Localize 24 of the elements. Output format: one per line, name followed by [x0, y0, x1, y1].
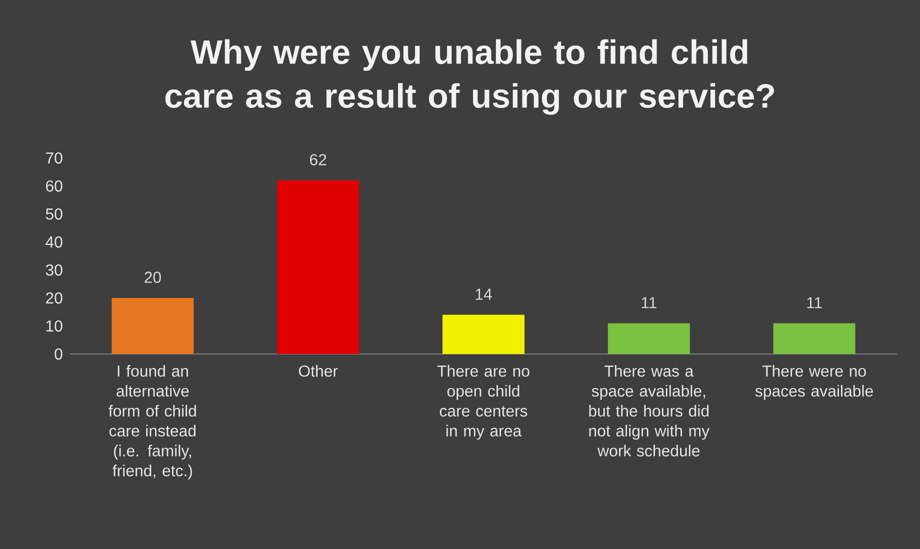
chart-title: Why were you unable to find child care as a result of using our service?: [165, 39, 774, 115]
y-tick-label: 30: [46, 264, 62, 276]
y-tick-label: 60: [46, 180, 62, 192]
y-tick-label: 10: [46, 320, 62, 332]
data-label: 11: [642, 297, 656, 308]
data-label: 20: [144, 272, 161, 283]
y-tick-label: 50: [46, 208, 62, 220]
y-tick-label: 70: [46, 152, 62, 164]
bar: [442, 314, 524, 354]
bar: [277, 180, 360, 354]
x-tick-label: I found an alternative form of child care instead (i.e. family, friend, etc.): [108, 365, 196, 480]
bar: [773, 323, 856, 354]
y-tick-label: 40: [46, 236, 62, 248]
data-label: 14: [476, 288, 492, 300]
data-label: 11: [807, 297, 822, 308]
x-tick-label: There were no spaces available: [755, 365, 873, 400]
data-label: 62: [310, 154, 326, 166]
y-tick-label: 0: [54, 348, 62, 360]
x-tick-label: There are no open child care centers in my area: [437, 365, 530, 440]
bar: [608, 323, 690, 354]
bar: [112, 298, 194, 354]
x-tick-label: There was a space available, but the hours did not align with my work schedule: [589, 365, 710, 456]
y-tick-label: 20: [46, 292, 62, 304]
x-tick-label: Other: [298, 365, 338, 377]
